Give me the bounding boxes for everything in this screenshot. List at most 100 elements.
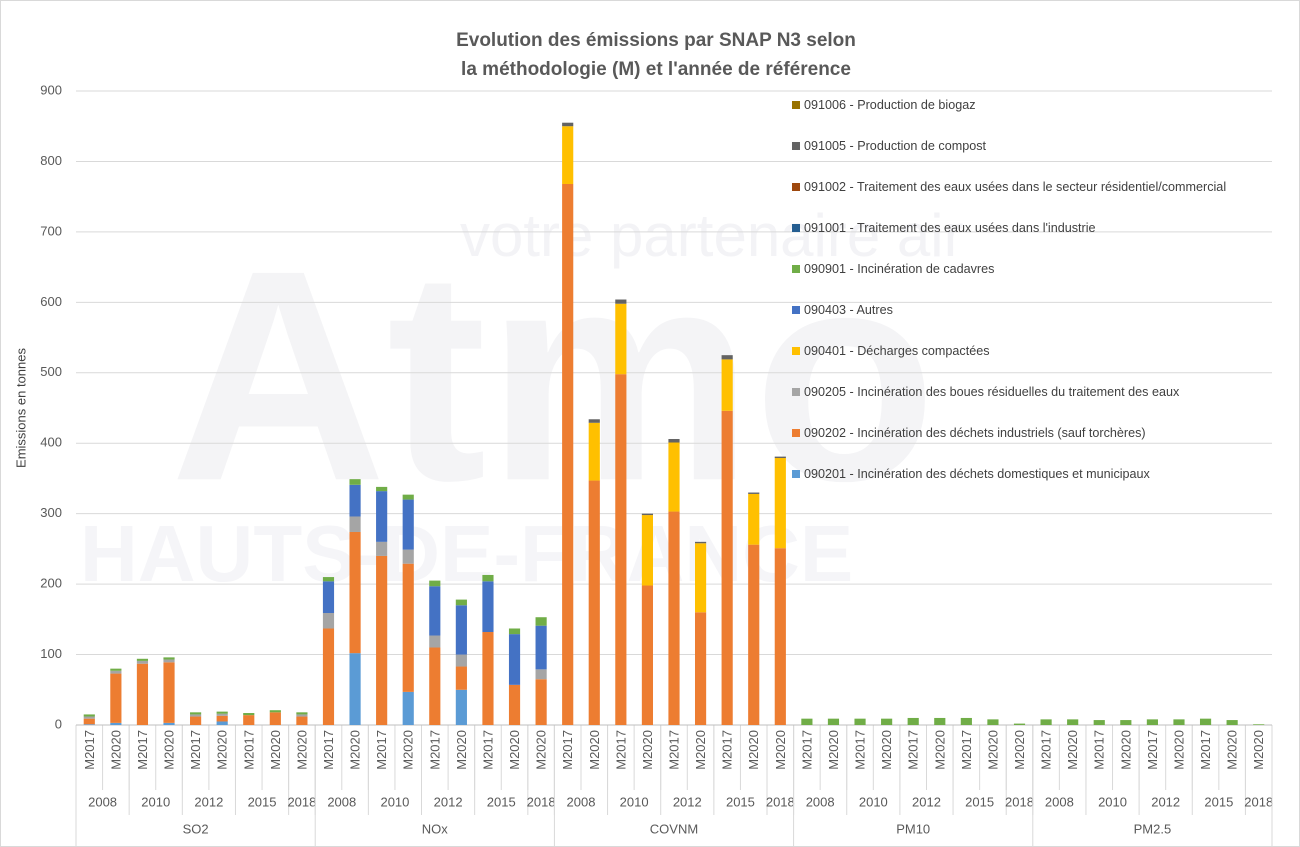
method-label: M2017 xyxy=(321,730,336,770)
bar-segment xyxy=(402,494,414,500)
method-label: M2020 xyxy=(215,730,230,770)
method-label: M2017 xyxy=(799,730,814,770)
bar-segment xyxy=(190,716,202,725)
bar-segment xyxy=(641,515,654,586)
y-tick-label: 0 xyxy=(55,716,62,731)
bar-segment xyxy=(349,479,361,485)
legend-item: 090401 - Décharges compactées xyxy=(790,343,1268,384)
method-label: M2020 xyxy=(587,730,602,770)
bar-segment xyxy=(1067,719,1079,725)
bar-segment xyxy=(1173,719,1185,725)
method-label: M2020 xyxy=(1012,730,1027,770)
bar-segment xyxy=(376,491,388,542)
bar-segment xyxy=(83,724,95,725)
year-label: 2012 xyxy=(1151,794,1180,809)
method-label: M2017 xyxy=(853,730,868,770)
bar-segment xyxy=(721,359,733,411)
legend-label: 091005 - Production de compost xyxy=(804,139,987,153)
bar-segment xyxy=(535,679,547,725)
bar-segment xyxy=(110,668,122,671)
bar-segment xyxy=(1093,720,1105,725)
bar-segment xyxy=(376,555,388,725)
bar-segment xyxy=(615,303,627,375)
bar-segment xyxy=(1199,718,1212,725)
method-label: M2017 xyxy=(560,730,575,770)
group-label: NOx xyxy=(422,821,449,836)
bar-segment xyxy=(482,574,494,582)
bar-segment xyxy=(694,612,707,725)
bar-segment xyxy=(748,493,760,545)
group-label: PM2.5 xyxy=(1134,821,1172,836)
method-label: M2017 xyxy=(1092,730,1107,770)
y-tick-label: 100 xyxy=(40,646,62,661)
legend-item: 091001 - Traitement des eaux usées dans … xyxy=(790,220,1268,261)
bar-segment xyxy=(535,669,547,680)
bar-segment xyxy=(402,549,414,564)
legend-item: 090202 - Incinération des déchets indust… xyxy=(790,425,1268,466)
legend-swatch xyxy=(792,347,800,355)
method-label: M2020 xyxy=(507,730,522,770)
year-label: 2008 xyxy=(567,794,596,809)
bar-segment xyxy=(163,722,175,725)
legend-swatch xyxy=(792,142,800,150)
y-tick-label: 500 xyxy=(40,364,62,379)
legend-swatch xyxy=(792,183,800,191)
method-label: M2017 xyxy=(82,730,97,770)
bar-segment xyxy=(136,660,149,664)
bar-segment xyxy=(349,484,361,517)
legend-swatch xyxy=(792,429,800,437)
method-label: M2020 xyxy=(294,730,309,770)
year-label: 2018 xyxy=(1244,794,1273,809)
method-label: M2017 xyxy=(720,730,735,770)
bar-segment xyxy=(1120,720,1132,725)
method-label: M2017 xyxy=(135,730,150,770)
y-tick-label: 900 xyxy=(40,82,62,97)
bar-segment xyxy=(455,599,467,606)
bar-segment xyxy=(216,721,228,725)
year-label: 2008 xyxy=(327,794,356,809)
bar-segment xyxy=(1146,719,1158,725)
bar-segment xyxy=(694,543,707,613)
method-label: M2020 xyxy=(348,730,363,770)
bar-segment xyxy=(216,713,228,716)
method-label: M2017 xyxy=(480,730,495,770)
bar-segment xyxy=(588,419,600,423)
legend-swatch xyxy=(792,470,800,478)
method-label: M2020 xyxy=(1225,730,1240,770)
legend-item: 091006 - Production de biogaz xyxy=(790,97,1268,138)
group-label: PM10 xyxy=(896,821,930,836)
bar-segment xyxy=(269,712,281,725)
bar-segment xyxy=(349,653,361,725)
method-label: M2020 xyxy=(401,730,416,770)
method-label: M2017 xyxy=(241,730,256,770)
bar-segment xyxy=(216,711,228,714)
legend-swatch xyxy=(792,265,800,273)
bar-segment xyxy=(455,666,467,690)
bar-segment xyxy=(1013,723,1026,725)
method-label: M2017 xyxy=(1198,730,1213,770)
bar-segment xyxy=(562,183,574,725)
bar-segment xyxy=(136,658,149,661)
bar-segment xyxy=(508,634,521,685)
bar-segment xyxy=(588,480,600,725)
legend-label: 091006 - Production de biogaz xyxy=(804,98,976,112)
bar-segment xyxy=(322,577,335,582)
year-label: 2010 xyxy=(620,794,649,809)
legend-swatch xyxy=(792,101,800,109)
bar-segment xyxy=(668,511,680,725)
bar-segment xyxy=(296,714,308,717)
bar-segment xyxy=(721,355,733,360)
year-label: 2018 xyxy=(766,794,795,809)
year-label: 2018 xyxy=(527,794,556,809)
bar-segment xyxy=(774,456,786,459)
bar-segment xyxy=(455,654,467,667)
bar-segment xyxy=(881,718,893,725)
bar-segment xyxy=(801,718,813,725)
bar-segment xyxy=(482,632,494,725)
bar-segment xyxy=(827,718,840,725)
bar-segment xyxy=(243,713,255,716)
bar-segment xyxy=(110,673,122,723)
bar-segment xyxy=(1040,719,1052,725)
bar-segment xyxy=(376,541,388,556)
